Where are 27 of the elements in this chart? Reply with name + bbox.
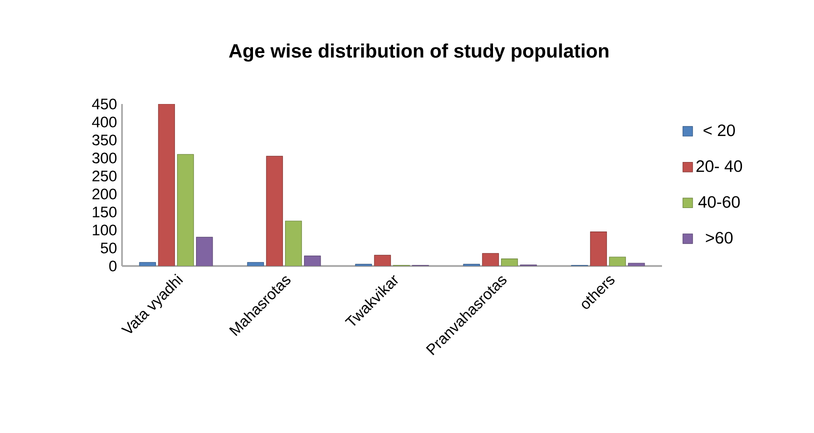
bar bbox=[196, 236, 213, 266]
bar bbox=[590, 232, 607, 266]
bar bbox=[266, 156, 283, 266]
bar bbox=[177, 154, 194, 266]
y-tick-label: 350 bbox=[92, 134, 116, 146]
y-tick-label: 150 bbox=[92, 206, 116, 218]
y-tick-label: 300 bbox=[92, 152, 116, 164]
y-tick-label: 0 bbox=[109, 260, 117, 272]
legend-label: 40-60 bbox=[698, 196, 740, 208]
bar bbox=[374, 255, 391, 266]
bar bbox=[482, 253, 499, 266]
y-tick-label: 400 bbox=[92, 116, 116, 128]
legend-label: 20- 40 bbox=[696, 160, 742, 172]
legend-label: >60 bbox=[706, 232, 733, 244]
bar bbox=[158, 104, 175, 266]
bar bbox=[247, 262, 264, 266]
y-tick-label: 100 bbox=[92, 224, 116, 236]
bar bbox=[285, 220, 302, 266]
bar bbox=[628, 262, 645, 266]
chart-title: Age wise distribution of study population bbox=[228, 44, 608, 62]
y-tick-label: 450 bbox=[92, 98, 116, 110]
y-tick-label: 200 bbox=[92, 188, 116, 200]
y-tick-label: 50 bbox=[100, 242, 116, 254]
legend-label: < 20 bbox=[704, 124, 735, 136]
bar bbox=[304, 256, 321, 266]
bar bbox=[139, 262, 156, 266]
y-tick-label: 250 bbox=[92, 170, 116, 182]
